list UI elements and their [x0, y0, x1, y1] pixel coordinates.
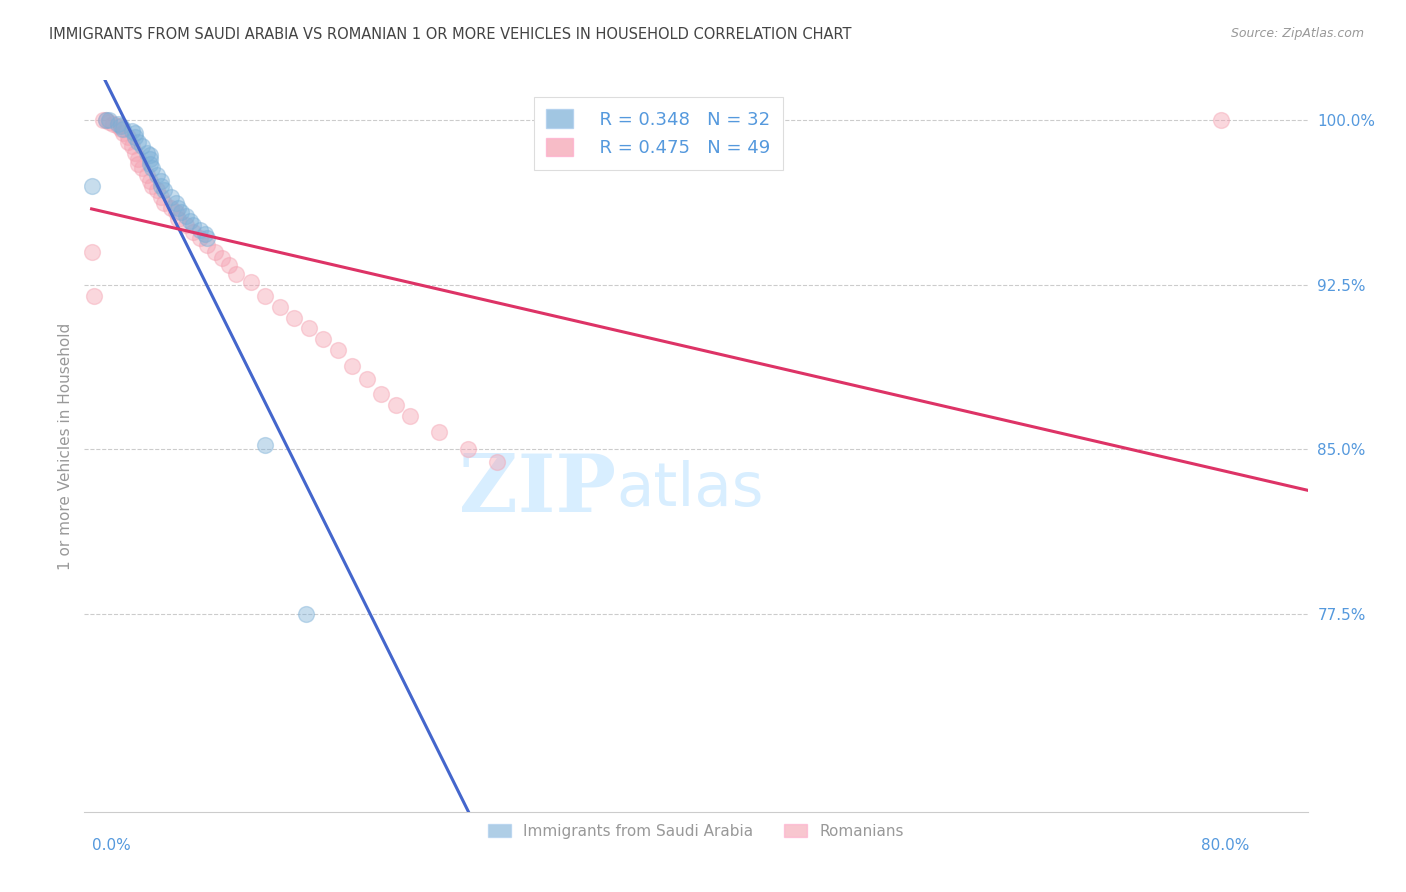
Point	[98, 115, 121, 129]
Point	[356, 372, 378, 386]
Point	[427, 425, 450, 439]
Point	[112, 121, 135, 136]
Legend: Immigrants from Saudi Arabia, Romanians: Immigrants from Saudi Arabia, Romanians	[481, 816, 911, 847]
Point	[127, 157, 149, 171]
Point	[150, 174, 173, 188]
Point	[138, 174, 160, 188]
Point	[135, 145, 157, 160]
Y-axis label: 1 or more Vehicles in Household: 1 or more Vehicles in Household	[58, 322, 73, 570]
Point	[1209, 112, 1232, 127]
Point	[121, 124, 143, 138]
Point	[254, 288, 277, 302]
Point	[138, 157, 160, 171]
Point	[399, 409, 422, 424]
Point	[107, 120, 129, 134]
Text: 80.0%: 80.0%	[1201, 838, 1250, 853]
Point	[167, 211, 190, 226]
Point	[188, 222, 211, 236]
Point	[179, 214, 201, 228]
Point	[170, 205, 193, 219]
Point	[165, 205, 187, 219]
Point	[103, 117, 125, 131]
Point	[83, 288, 105, 302]
Point	[80, 244, 103, 259]
Point	[145, 183, 167, 197]
Point	[110, 120, 132, 134]
Point	[193, 227, 215, 241]
Point	[160, 201, 183, 215]
Point	[141, 161, 163, 175]
Point	[107, 117, 129, 131]
Point	[312, 333, 335, 347]
Point	[160, 190, 183, 204]
Point	[326, 343, 349, 358]
Point	[295, 607, 318, 621]
Point	[239, 276, 262, 290]
Point	[165, 196, 187, 211]
Point	[127, 153, 149, 167]
Point	[80, 178, 103, 193]
Point	[150, 178, 173, 193]
Text: Source: ZipAtlas.com: Source: ZipAtlas.com	[1230, 27, 1364, 40]
Point	[98, 112, 121, 127]
Point	[485, 455, 508, 469]
Point	[117, 130, 139, 145]
Point	[153, 196, 176, 211]
Text: ZIP: ZIP	[460, 450, 616, 529]
Point	[131, 161, 153, 175]
Point	[124, 145, 146, 160]
Point	[117, 135, 139, 149]
Text: atlas: atlas	[616, 460, 763, 519]
Point	[138, 148, 160, 162]
Point	[141, 178, 163, 193]
Point	[121, 139, 143, 153]
Point	[197, 231, 219, 245]
Point	[370, 387, 392, 401]
Point	[91, 112, 114, 127]
Point	[135, 168, 157, 182]
Point	[204, 244, 226, 259]
Point	[138, 153, 160, 167]
Point	[167, 201, 190, 215]
Point	[283, 310, 305, 325]
Point	[254, 438, 277, 452]
Point	[110, 121, 132, 136]
Point	[181, 219, 204, 233]
Point	[112, 126, 135, 140]
Point	[225, 267, 247, 281]
Point	[94, 112, 117, 127]
Point	[150, 190, 173, 204]
Point	[197, 238, 219, 252]
Point	[457, 442, 479, 457]
Point	[269, 300, 291, 314]
Point	[131, 139, 153, 153]
Point	[218, 258, 240, 272]
Text: IMMIGRANTS FROM SAUDI ARABIA VS ROMANIAN 1 OR MORE VEHICLES IN HOUSEHOLD CORRELA: IMMIGRANTS FROM SAUDI ARABIA VS ROMANIAN…	[49, 27, 852, 42]
Point	[181, 225, 204, 239]
Point	[384, 398, 406, 412]
Point	[124, 126, 146, 140]
Point	[340, 359, 363, 373]
Point	[174, 219, 197, 233]
Point	[211, 251, 233, 265]
Point	[94, 112, 117, 127]
Point	[124, 130, 146, 145]
Point	[153, 183, 176, 197]
Text: 0.0%: 0.0%	[91, 838, 131, 853]
Point	[127, 135, 149, 149]
Point	[298, 321, 321, 335]
Point	[145, 168, 167, 182]
Point	[188, 231, 211, 245]
Point	[174, 210, 197, 224]
